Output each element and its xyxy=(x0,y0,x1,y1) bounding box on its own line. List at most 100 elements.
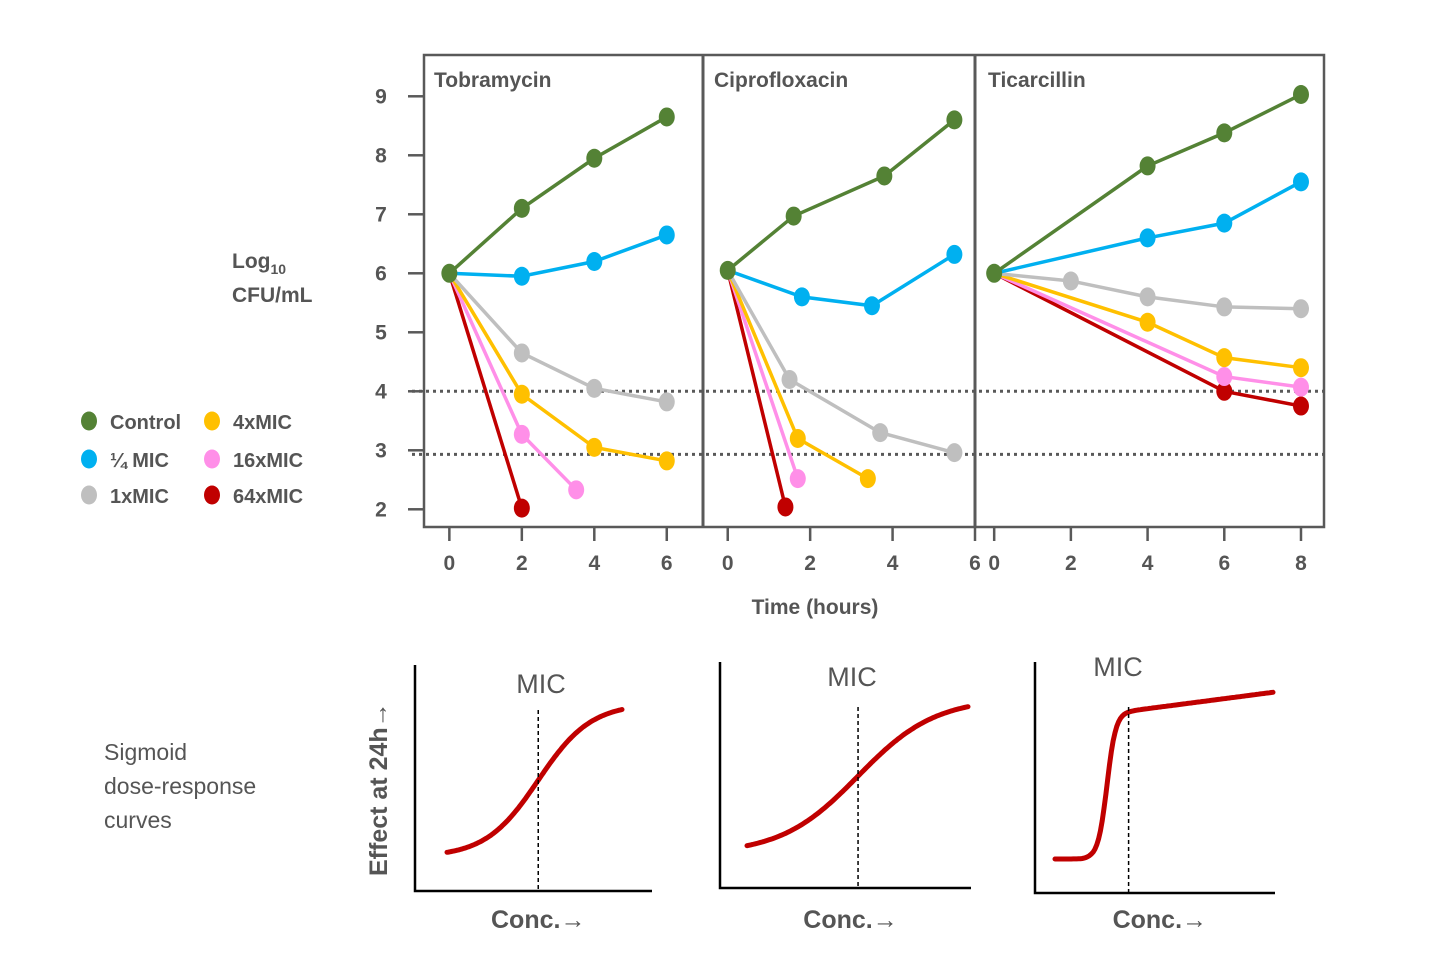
series-1xmic xyxy=(728,270,963,462)
series-quarter-mic xyxy=(728,245,963,315)
series-quarter-mic xyxy=(449,225,674,285)
y-tick-label-6: 6 xyxy=(375,262,387,285)
point-4xmic-1 xyxy=(1140,313,1156,332)
legend-marker-4xmic xyxy=(204,412,220,431)
legend-marker-1xmic xyxy=(81,486,97,505)
panel-ticarcillin: 0 2 4 6 8 xyxy=(986,85,1309,575)
point-1xmic-1 xyxy=(514,343,530,362)
point-1xmic-4 xyxy=(1293,299,1309,318)
sigmoid-caption-line1: Sigmoid xyxy=(104,739,187,765)
x-tick-label-ticarcillin-8: 8 xyxy=(1295,552,1307,575)
series-line-quarter-mic xyxy=(449,235,666,276)
y-tick-label-3: 3 xyxy=(375,439,387,462)
point-1xmic-2 xyxy=(872,423,888,442)
x-tick-label-ticarcillin-4: 4 xyxy=(1142,552,1154,575)
point-4xmic-3 xyxy=(659,451,675,470)
point-quarter-mic-3 xyxy=(1293,172,1309,191)
sigmoid-panel-1: MIC Conc.→ xyxy=(415,665,652,934)
legend-marker-quarter-mic xyxy=(81,450,97,469)
reference-lines xyxy=(412,391,1324,454)
series-control xyxy=(449,107,674,273)
mic-label-2: MIC xyxy=(827,662,877,692)
mic-label-3: MIC xyxy=(1093,652,1143,682)
sigmoid-curve-2 xyxy=(747,707,968,846)
series-64xmic xyxy=(728,270,794,516)
y-axis-title-sub: 10 xyxy=(270,261,286,277)
legend: Control 4xMIC ¼ MIC 16xMIC 1xMIC 64xMIC xyxy=(81,412,303,509)
panel-ciprofloxacin: 0246 xyxy=(720,110,981,575)
point-64xmic-2 xyxy=(1293,397,1309,416)
y-axis-title-log: Log xyxy=(232,250,270,273)
x-axis-title: Time (hours) xyxy=(752,596,879,619)
legend-label-4xmic: 4xMIC xyxy=(233,412,292,434)
point-quarter-mic-2 xyxy=(586,252,602,271)
series-line-control xyxy=(728,120,955,270)
x-tick-label-ciprofloxacin-6: 6 xyxy=(969,552,981,575)
point-4xmic-2 xyxy=(1216,348,1232,367)
point-start xyxy=(720,261,736,280)
point-1xmic-3 xyxy=(659,392,675,411)
series-line-quarter-mic xyxy=(994,182,1301,273)
x-tick-label-tobramycin-0: 0 xyxy=(444,552,456,575)
series-control xyxy=(728,110,963,270)
point-64xmic-1 xyxy=(514,499,530,518)
sigmoid-y-label: Effect at 24h→ xyxy=(365,702,393,876)
legend-marker-64xmic xyxy=(204,486,220,505)
sigmoid-curve-1 xyxy=(447,710,622,853)
point-16xmic-2 xyxy=(568,480,584,499)
x-tick-label-ciprofloxacin-0: 0 xyxy=(722,552,734,575)
point-1xmic-2 xyxy=(1140,287,1156,306)
point-16xmic-1 xyxy=(514,425,530,444)
mic-label-1: MIC xyxy=(516,669,566,699)
legend-marker-control xyxy=(81,412,97,431)
point-4xmic-1 xyxy=(790,429,806,448)
series-line-4xmic xyxy=(449,273,666,461)
x-tick-label-tobramycin-6: 6 xyxy=(661,552,673,575)
sigmoid-curve-3 xyxy=(1055,692,1273,859)
legend-label-16xmic: 16xMIC xyxy=(233,450,303,472)
conc-label-2: Conc.→ xyxy=(803,906,897,934)
legend-item-64xmic: 64xMIC xyxy=(204,486,303,509)
point-16xmic-1 xyxy=(1216,367,1232,386)
y-axis-title-line1: Log10 xyxy=(232,250,286,277)
point-16xmic-1 xyxy=(790,469,806,488)
conc-label-1: Conc.→ xyxy=(491,906,585,934)
y-tick-label-2: 2 xyxy=(375,498,387,521)
point-quarter-mic-2 xyxy=(1216,214,1232,233)
point-control-1 xyxy=(514,199,530,218)
x-tick-label-ticarcillin-0: 0 xyxy=(988,552,1000,575)
point-4xmic-3 xyxy=(1293,358,1309,377)
point-quarter-mic-1 xyxy=(794,287,810,306)
point-1xmic-1 xyxy=(1063,271,1079,290)
point-quarter-mic-2 xyxy=(864,296,880,315)
sigmoid-panel-2: MIC Conc.→ xyxy=(720,662,971,934)
y-tick-label-5: 5 xyxy=(375,321,387,344)
sigmoid-panels: MIC Conc.→ MIC Conc.→ MIC Conc.→ xyxy=(415,652,1275,934)
panel-tobramycin: 0 2 4 6 xyxy=(441,107,674,575)
point-control-1 xyxy=(786,207,802,226)
point-4xmic-2 xyxy=(586,438,602,457)
point-4xmic-1 xyxy=(514,385,530,404)
panels-frame xyxy=(424,55,1324,527)
series-line-1xmic xyxy=(728,270,955,452)
legend-item-16xmic: 16xMIC xyxy=(204,450,303,473)
point-1xmic-2 xyxy=(586,379,602,398)
point-start xyxy=(986,264,1002,283)
legend-item-4xmic: 4xMIC xyxy=(204,412,292,435)
point-16xmic-2 xyxy=(1293,378,1309,397)
point-1xmic-3 xyxy=(1216,297,1232,316)
point-64xmic-1 xyxy=(777,497,793,516)
legend-item-control: Control xyxy=(81,412,181,435)
point-control-3 xyxy=(1293,85,1309,104)
point-4xmic-2 xyxy=(860,469,876,488)
legend-label-control: Control xyxy=(110,412,181,434)
point-control-2 xyxy=(586,149,602,168)
x-tick-label-tobramycin-4: 4 xyxy=(588,552,600,575)
y-tick-label-4: 4 xyxy=(375,380,387,403)
point-1xmic-3 xyxy=(946,443,962,462)
point-control-3 xyxy=(659,107,675,126)
sigmoid-panel-3: MIC Conc.→ xyxy=(1035,652,1275,934)
x-tick-label-tobramycin-2: 2 xyxy=(516,552,528,575)
x-tick-label-ciprofloxacin-4: 4 xyxy=(887,552,899,575)
